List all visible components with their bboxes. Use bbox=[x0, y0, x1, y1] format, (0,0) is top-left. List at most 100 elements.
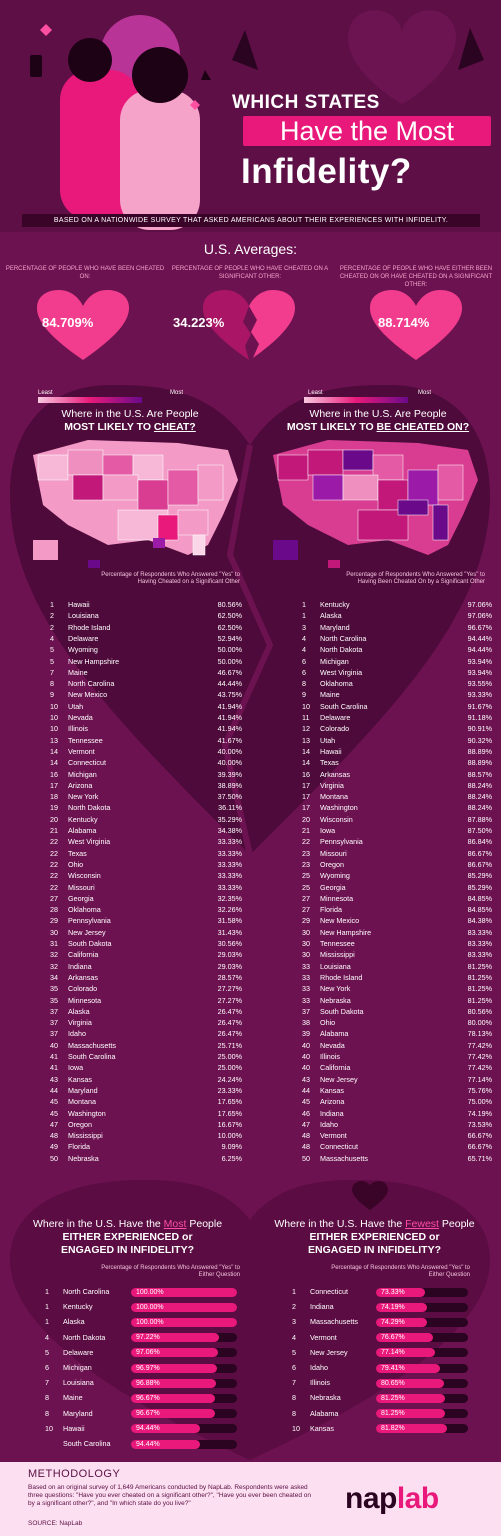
map-left-title: Where in the U.S. Are People MOST LIKELY… bbox=[10, 408, 250, 434]
bar-track: 100.00% bbox=[131, 1287, 237, 1297]
state-cell: Utah bbox=[68, 701, 84, 711]
percent-cell: 90.91% bbox=[467, 724, 492, 734]
table-row: 4 North Carolina 94.44% bbox=[302, 634, 492, 644]
rank-cell: 7 bbox=[45, 1378, 49, 1388]
table-row: 22 Pennsylvania 86.84% bbox=[302, 837, 492, 847]
table-row: 1 Alaska 97.06% bbox=[302, 611, 492, 621]
state-cell: West Virginia bbox=[320, 667, 363, 677]
rank-cell: 20 bbox=[50, 814, 58, 824]
state-cell: Colorado bbox=[320, 724, 350, 734]
state-cell: Alaska bbox=[63, 1317, 85, 1327]
percent-cell: 41.67% bbox=[217, 735, 242, 745]
state-cell: Utah bbox=[320, 735, 336, 745]
rank-cell: 22 bbox=[302, 837, 310, 847]
percent-cell: 25.00% bbox=[217, 1063, 242, 1073]
table-row: 33 New York 81.25% bbox=[302, 984, 492, 994]
rank-cell: 50 bbox=[302, 1153, 310, 1163]
state-cell: Louisiana bbox=[68, 611, 99, 621]
table-row: 14 Texas 88.89% bbox=[302, 758, 492, 768]
state-cell: Oregon bbox=[320, 859, 344, 869]
percent-cell: 80.56% bbox=[467, 1006, 492, 1016]
title-line2: Have the Most bbox=[243, 116, 491, 146]
percent-cell: 88.89% bbox=[467, 758, 492, 768]
rank-cell: 17 bbox=[50, 780, 58, 790]
table-row: 9 New Mexico 43.75% bbox=[50, 690, 242, 700]
state-cell: Arizona bbox=[68, 780, 93, 790]
state-cell: Minnesota bbox=[68, 995, 102, 1005]
right-table-column-header: Percentage of Respondents Who Answered "… bbox=[346, 572, 485, 585]
state-cell: Wyoming bbox=[320, 871, 350, 881]
percent-cell: 41.94% bbox=[217, 724, 242, 734]
percent-cell: 41.94% bbox=[217, 701, 242, 711]
logo-nap: nap bbox=[345, 1482, 397, 1515]
state-cell: Texas bbox=[320, 758, 339, 768]
table-most-likely-to-cheat: 1 Hawaii 80.56% 2 Louisiana 62.50% 2 Rhode Isla… bbox=[50, 600, 242, 1170]
percent-cell: 29.03% bbox=[217, 950, 242, 960]
table-row: 8 North Carolina 44.44% bbox=[50, 679, 242, 689]
rank-cell: 8 bbox=[302, 679, 306, 689]
percent-cell: 74.19% bbox=[467, 1108, 492, 1118]
state-cell: Alaska bbox=[320, 611, 342, 621]
rank-cell: 22 bbox=[50, 859, 58, 869]
rank-cell: 2 bbox=[50, 611, 54, 621]
state-cell: South Dakota bbox=[320, 1006, 364, 1016]
table-row: 35 Minnesota 27.27% bbox=[50, 996, 242, 1006]
state-cell: Maine bbox=[63, 1393, 83, 1403]
subtitle: BASED ON A NATIONWIDE SURVEY THAT ASKED … bbox=[22, 214, 480, 227]
state-cell: Mississippi bbox=[320, 950, 355, 960]
table-row: 40 Nevada 77.42% bbox=[302, 1041, 492, 1051]
state-cell: Nebraska bbox=[68, 1153, 99, 1163]
state-cell: Michigan bbox=[63, 1363, 92, 1372]
percent-cell: 33.33% bbox=[217, 871, 242, 881]
state-cell: New Mexico bbox=[320, 916, 360, 926]
table-row: 23 Oregon 86.67% bbox=[302, 860, 492, 870]
table-row: 30 New Jersey 31.43% bbox=[50, 928, 242, 938]
bar-fill: 79.41% bbox=[376, 1363, 441, 1373]
state-cell: North Dakota bbox=[320, 645, 363, 655]
percent-cell: 81.25% bbox=[467, 961, 492, 971]
table-row: 3 Maryland 96.67% bbox=[302, 623, 492, 633]
fewest-either-title-c: EITHER EXPERIENCED or bbox=[309, 1231, 440, 1243]
bar-fill: 97.06% bbox=[131, 1348, 218, 1358]
bar-row: 5 Delaware 97.06% bbox=[45, 1348, 245, 1358]
map-left-title-b: MOST LIKELY TO bbox=[64, 421, 154, 433]
section2-heart-background bbox=[10, 1180, 490, 1460]
table-row: 37 Virginia 26.47% bbox=[50, 1018, 242, 1028]
fewest-either-title-d: ENGAGED IN INFIDELITY? bbox=[307, 1244, 441, 1256]
percent-cell: 93.55% bbox=[467, 679, 492, 689]
percent-cell: 9.09% bbox=[221, 1142, 242, 1152]
state-cell: Virginia bbox=[320, 780, 344, 790]
bar-track: 100.00% bbox=[131, 1302, 237, 1312]
table-row: 17 Virginia 88.24% bbox=[302, 781, 492, 791]
table-row: 12 Colorado 90.91% bbox=[302, 724, 492, 734]
rank-cell: 8 bbox=[45, 1393, 49, 1403]
state-cell: Indiana bbox=[310, 1302, 334, 1312]
percent-cell: 85.29% bbox=[467, 882, 492, 892]
percent-cell: 36.11% bbox=[218, 803, 242, 813]
most-either-title-b: People bbox=[186, 1218, 223, 1230]
bar-track: 100.00% bbox=[131, 1317, 237, 1327]
bar-fill: 96.88% bbox=[131, 1378, 217, 1388]
rank-cell: 39 bbox=[302, 1029, 310, 1039]
percent-cell: 91.67% bbox=[467, 701, 492, 711]
rank-cell: 30 bbox=[50, 927, 58, 937]
fewest-either-title-a: Where in the U.S. Have the bbox=[274, 1218, 406, 1230]
table-row: 45 Arizona 75.00% bbox=[302, 1097, 492, 1107]
percent-cell: 34.38% bbox=[217, 826, 242, 835]
percent-cell: 46.67% bbox=[217, 667, 242, 677]
rank-cell: 40 bbox=[302, 1040, 310, 1050]
rank-cell: 29 bbox=[50, 916, 58, 926]
table-row: 40 Illinois 77.42% bbox=[302, 1052, 492, 1062]
percent-cell: 93.33% bbox=[467, 690, 492, 700]
most-either-title-d: ENGAGED IN INFIDELITY? bbox=[60, 1244, 194, 1256]
table-row: 37 Idaho 26.47% bbox=[50, 1029, 242, 1039]
rank-cell: 7 bbox=[50, 667, 54, 677]
percent-cell: 88.24% bbox=[467, 803, 492, 813]
percent-cell: 77.42% bbox=[467, 1052, 492, 1061]
table-row: 43 Kansas 24.24% bbox=[50, 1075, 242, 1085]
table-row: 21 Alabama 34.38% bbox=[50, 826, 242, 836]
percent-cell: 81.25% bbox=[467, 984, 492, 994]
state-cell: Oregon bbox=[68, 1119, 92, 1129]
bar-track: 81.25% bbox=[376, 1393, 468, 1403]
bars-fewest-either: 1 Connecticut 73.33% 2 Indiana 74.19% 3 Massach… bbox=[292, 1287, 472, 1457]
